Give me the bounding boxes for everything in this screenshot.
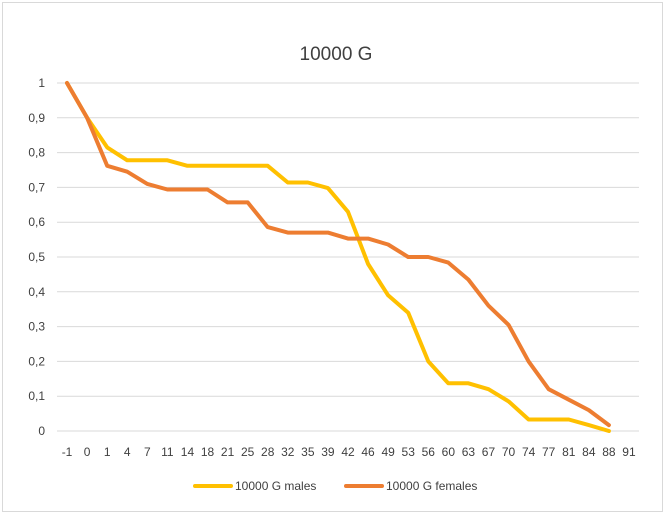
x-tick-label: 25 bbox=[241, 445, 255, 459]
x-tick-label: 7 bbox=[144, 445, 151, 459]
x-tick-label: 21 bbox=[221, 445, 235, 459]
y-tick-label: 0,2 bbox=[28, 354, 45, 368]
x-axis-tick-labels: -1 0 1 4 7 11 14 18 21 25 28 32 35 39 42 46 49 53 56 60 63 67… bbox=[62, 445, 636, 459]
x-tick-label: 53 bbox=[402, 445, 416, 459]
line-chart: 10000 G 0 0,1 0,2 0,3 0,4 0,5 0,6 0,7 0,8 0,9 1 -1… bbox=[28, 44, 639, 493]
x-tick-label: 4 bbox=[124, 445, 131, 459]
y-tick-label: 0,9 bbox=[28, 111, 45, 125]
x-tick-label: 63 bbox=[462, 445, 476, 459]
x-tick-label: 77 bbox=[542, 445, 556, 459]
x-tick-label: 18 bbox=[201, 445, 215, 459]
x-tick-label: 0 bbox=[84, 445, 91, 459]
y-tick-label: 0,5 bbox=[28, 250, 45, 264]
x-tick-label: 74 bbox=[522, 445, 536, 459]
y-tick-label: 0,8 bbox=[28, 146, 45, 160]
series-line-2 bbox=[65, 81, 611, 428]
gridlines bbox=[57, 82, 639, 432]
x-tick-label: 84 bbox=[582, 445, 596, 459]
series-line-1 bbox=[65, 81, 611, 433]
x-tick-label: 91 bbox=[622, 445, 636, 459]
x-tick-label: 60 bbox=[442, 445, 456, 459]
legend: 10000 G males 10000 G females bbox=[193, 479, 477, 493]
x-tick-label: 42 bbox=[341, 445, 355, 459]
x-tick-label: 56 bbox=[422, 445, 436, 459]
legend-label: 10000 G males bbox=[235, 479, 316, 493]
series-lines bbox=[65, 81, 611, 433]
x-tick-label: 46 bbox=[361, 445, 375, 459]
chart-area: 10000 G 0 0,1 0,2 0,3 0,4 0,5 0,6 0,7 0,8 0,9 1 -1… bbox=[2, 2, 663, 512]
y-tick-label: 0,1 bbox=[28, 389, 45, 403]
y-tick-label: 0,6 bbox=[28, 215, 45, 229]
y-tick-label: 0,7 bbox=[28, 180, 45, 194]
y-tick-label: 1 bbox=[38, 76, 45, 90]
x-tick-label: 81 bbox=[562, 445, 576, 459]
y-axis-tick-labels: 0 0,1 0,2 0,3 0,4 0,5 0,6 0,7 0,8 0,9 1 bbox=[28, 76, 45, 438]
x-tick-label: -1 bbox=[62, 445, 73, 459]
x-tick-label: 1 bbox=[104, 445, 111, 459]
y-tick-label: 0,4 bbox=[28, 285, 45, 299]
x-tick-label: 88 bbox=[602, 445, 616, 459]
x-tick-label: 28 bbox=[261, 445, 275, 459]
y-tick-label: 0,3 bbox=[28, 320, 45, 334]
x-tick-label: 67 bbox=[482, 445, 496, 459]
x-tick-label: 11 bbox=[161, 445, 174, 459]
legend-label: 10000 G females bbox=[386, 479, 477, 493]
chart-title: 10000 G bbox=[300, 44, 373, 65]
x-tick-label: 70 bbox=[502, 445, 516, 459]
x-tick-label: 14 bbox=[181, 445, 195, 459]
x-tick-label: 35 bbox=[301, 445, 315, 459]
x-tick-label: 49 bbox=[381, 445, 395, 459]
y-tick-label: 0 bbox=[38, 424, 45, 438]
x-tick-label: 39 bbox=[321, 445, 335, 459]
x-tick-label: 32 bbox=[281, 445, 295, 459]
